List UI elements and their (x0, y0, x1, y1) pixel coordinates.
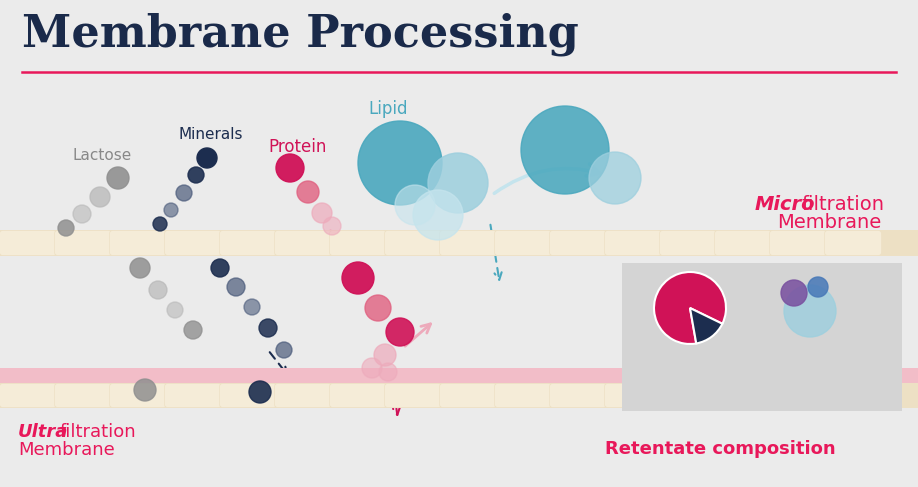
FancyBboxPatch shape (164, 383, 221, 408)
FancyBboxPatch shape (604, 230, 662, 256)
FancyBboxPatch shape (440, 230, 497, 256)
Circle shape (259, 319, 277, 337)
Circle shape (362, 358, 382, 378)
FancyBboxPatch shape (495, 383, 552, 408)
Text: Minerals: Minerals (178, 127, 242, 142)
FancyBboxPatch shape (769, 383, 826, 408)
Circle shape (107, 167, 129, 189)
Circle shape (149, 281, 167, 299)
Circle shape (197, 148, 217, 168)
FancyBboxPatch shape (164, 230, 221, 256)
Text: filtration: filtration (801, 195, 884, 214)
Circle shape (589, 152, 641, 204)
Circle shape (276, 342, 292, 358)
Circle shape (153, 217, 167, 231)
Circle shape (227, 278, 245, 296)
Circle shape (188, 167, 204, 183)
Bar (0, 368, 918, 383)
Text: GMP (~15%): GMP (~15%) (650, 364, 730, 377)
Text: Micro: Micro (755, 195, 815, 214)
Circle shape (428, 153, 488, 213)
Text: Ultra: Ultra (18, 423, 68, 441)
FancyBboxPatch shape (0, 383, 57, 408)
Circle shape (134, 379, 156, 401)
Circle shape (276, 154, 304, 182)
Circle shape (58, 220, 74, 236)
FancyBboxPatch shape (274, 383, 331, 408)
FancyBboxPatch shape (109, 383, 166, 408)
Text: Whey protein: Whey protein (648, 352, 732, 365)
FancyBboxPatch shape (54, 230, 111, 256)
Bar (0, 230, 918, 256)
FancyBboxPatch shape (714, 230, 771, 256)
Circle shape (73, 205, 91, 223)
Circle shape (808, 277, 828, 297)
FancyBboxPatch shape (550, 383, 607, 408)
FancyBboxPatch shape (219, 383, 276, 408)
Text: Membrane Processing: Membrane Processing (22, 12, 578, 56)
Text: Lipid: Lipid (368, 100, 408, 118)
Circle shape (379, 363, 397, 381)
FancyBboxPatch shape (604, 383, 662, 408)
Circle shape (386, 318, 414, 346)
FancyBboxPatch shape (330, 230, 386, 256)
Text: Protein: Protein (268, 138, 327, 156)
Circle shape (90, 187, 110, 207)
Circle shape (342, 262, 374, 294)
Circle shape (130, 258, 150, 278)
FancyBboxPatch shape (659, 230, 717, 256)
FancyBboxPatch shape (440, 383, 497, 408)
Text: Retentate composition: Retentate composition (605, 440, 835, 458)
FancyBboxPatch shape (659, 383, 717, 408)
FancyBboxPatch shape (550, 230, 607, 256)
Wedge shape (690, 308, 722, 343)
Circle shape (374, 344, 396, 366)
Circle shape (176, 185, 192, 201)
Circle shape (297, 181, 319, 203)
FancyBboxPatch shape (54, 383, 111, 408)
FancyBboxPatch shape (714, 383, 771, 408)
Circle shape (211, 259, 229, 277)
Text: filtration: filtration (60, 423, 137, 441)
Circle shape (244, 299, 260, 315)
FancyBboxPatch shape (0, 230, 57, 256)
FancyBboxPatch shape (769, 230, 826, 256)
Text: Lactose: Lactose (72, 148, 131, 163)
Circle shape (395, 185, 435, 225)
FancyBboxPatch shape (495, 230, 552, 256)
Circle shape (365, 295, 391, 321)
Circle shape (164, 203, 178, 217)
FancyBboxPatch shape (274, 230, 331, 256)
Circle shape (184, 321, 202, 339)
FancyBboxPatch shape (385, 230, 442, 256)
Bar (0, 383, 918, 408)
FancyBboxPatch shape (385, 383, 442, 408)
Circle shape (784, 285, 836, 337)
FancyBboxPatch shape (219, 230, 276, 256)
Text: Membrane: Membrane (18, 441, 115, 459)
Circle shape (413, 190, 463, 240)
FancyBboxPatch shape (330, 383, 386, 408)
Circle shape (358, 121, 442, 205)
Circle shape (323, 217, 341, 235)
Text: Membrane: Membrane (777, 213, 881, 232)
Circle shape (249, 381, 271, 403)
Circle shape (521, 106, 609, 194)
Circle shape (167, 302, 183, 318)
Circle shape (312, 203, 332, 223)
FancyBboxPatch shape (824, 383, 881, 408)
FancyBboxPatch shape (109, 230, 166, 256)
FancyBboxPatch shape (824, 230, 881, 256)
Circle shape (781, 280, 807, 306)
Bar (622, 263, 902, 411)
Wedge shape (654, 272, 726, 344)
Text: Low levels of
lipid, minerals
and lactose: Low levels of lipid, minerals and lactos… (766, 340, 850, 389)
